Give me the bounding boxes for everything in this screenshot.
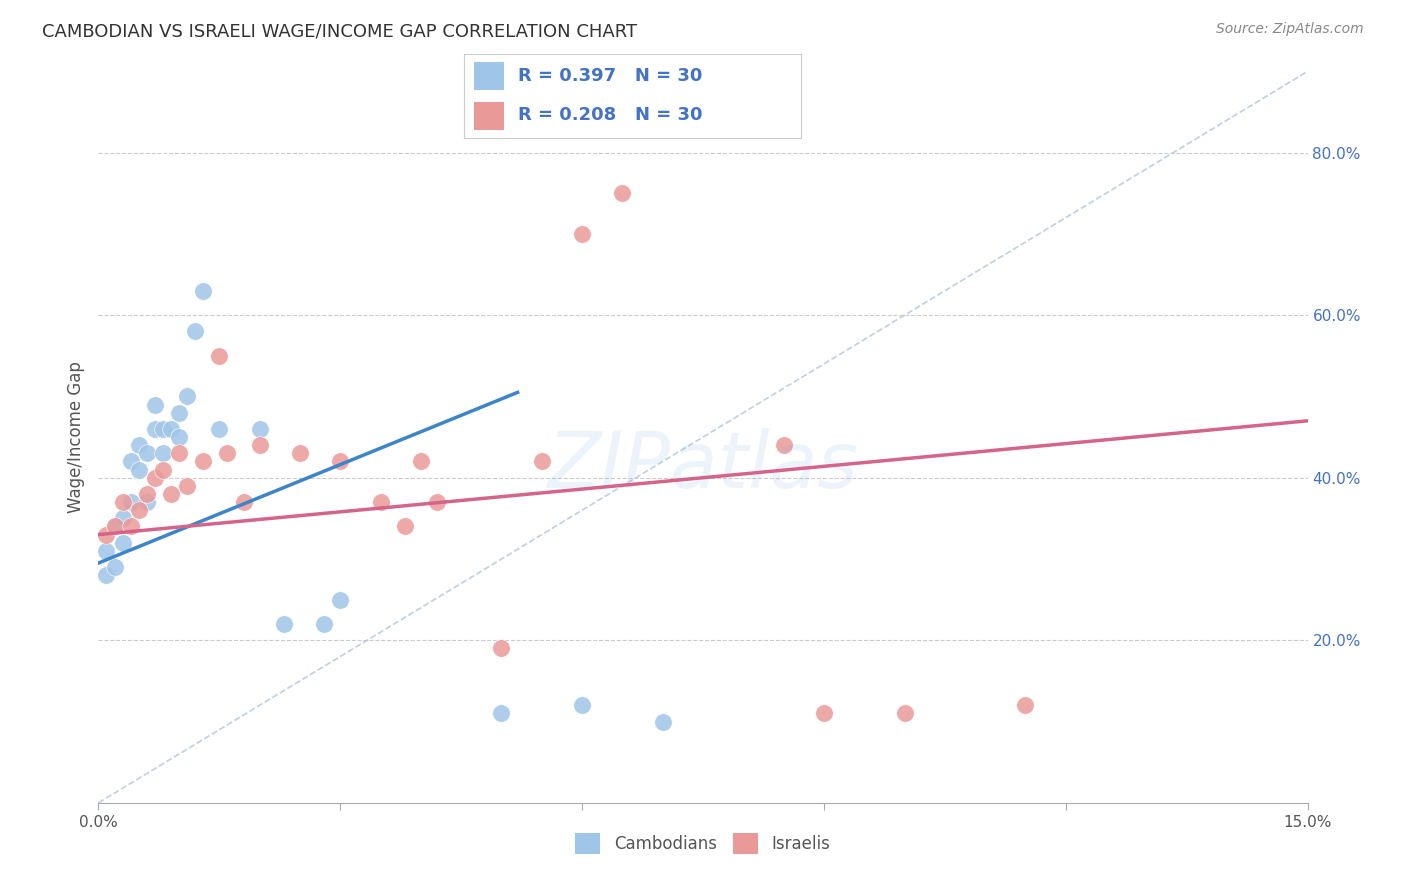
Bar [474, 62, 505, 90]
Point [143, 422, 166, 436]
Point [167, 430, 190, 444]
Point [128, 503, 150, 517]
Point [288, 446, 311, 460]
Point [571, 698, 593, 713]
Point [491, 641, 513, 656]
Text: R = 0.397   N = 30: R = 0.397 N = 30 [517, 68, 703, 86]
Text: CAMBODIAN VS ISRAELI WAGE/INCOME GAP CORRELATION CHART: CAMBODIAN VS ISRAELI WAGE/INCOME GAP COR… [42, 22, 637, 40]
Point [329, 454, 352, 468]
Point [152, 446, 174, 460]
Point [128, 462, 150, 476]
Point [103, 560, 125, 574]
Point [143, 471, 166, 485]
Point [135, 487, 157, 501]
Text: R = 0.208   N = 30: R = 0.208 N = 30 [517, 106, 703, 124]
Point [208, 349, 231, 363]
Point [370, 495, 392, 509]
Point [571, 227, 593, 241]
Point [143, 398, 166, 412]
Text: Source: ZipAtlas.com: Source: ZipAtlas.com [1216, 22, 1364, 37]
Point [329, 592, 352, 607]
Point [184, 325, 207, 339]
Point [394, 519, 416, 533]
Point [120, 519, 142, 533]
Point [152, 462, 174, 476]
Point [249, 422, 271, 436]
Y-axis label: Wage/Income Gap: Wage/Income Gap [66, 361, 84, 513]
Point [651, 714, 673, 729]
Point [96, 544, 118, 558]
Point [612, 186, 634, 201]
Point [232, 495, 254, 509]
Point [1014, 698, 1036, 713]
Point [96, 527, 118, 541]
Point [813, 706, 835, 721]
Point [249, 438, 271, 452]
Point [135, 446, 157, 460]
Bar [474, 102, 505, 130]
Point [167, 406, 190, 420]
Point [208, 422, 231, 436]
Point [217, 446, 239, 460]
Point [426, 495, 449, 509]
Point [96, 568, 118, 582]
Point [193, 454, 215, 468]
Point [893, 706, 915, 721]
Point [152, 422, 174, 436]
Point [167, 446, 190, 460]
Point [135, 495, 157, 509]
Point [772, 438, 794, 452]
Legend: Cambodians, Israelis: Cambodians, Israelis [569, 827, 837, 860]
Point [160, 422, 183, 436]
Point [160, 487, 183, 501]
Point [273, 617, 295, 632]
Point [193, 284, 215, 298]
Text: ZIPatlas: ZIPatlas [547, 428, 859, 504]
Point [314, 617, 336, 632]
Point [409, 454, 432, 468]
Point [530, 454, 553, 468]
Point [103, 519, 125, 533]
Point [111, 495, 134, 509]
Point [111, 511, 134, 525]
Point [103, 519, 125, 533]
Point [491, 706, 513, 721]
Point [120, 495, 142, 509]
Point [176, 479, 198, 493]
Point [111, 535, 134, 549]
Point [120, 454, 142, 468]
Point [128, 438, 150, 452]
Point [176, 389, 198, 403]
